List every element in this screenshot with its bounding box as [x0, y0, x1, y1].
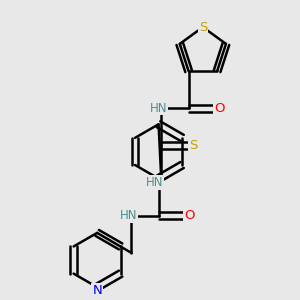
Text: HN: HN: [120, 209, 137, 222]
Text: S: S: [189, 139, 198, 152]
Text: S: S: [199, 21, 207, 34]
Text: O: O: [214, 102, 224, 115]
Text: HN: HN: [146, 176, 163, 189]
Text: O: O: [184, 209, 194, 222]
Text: N: N: [92, 284, 102, 296]
Text: HN: HN: [150, 102, 167, 115]
